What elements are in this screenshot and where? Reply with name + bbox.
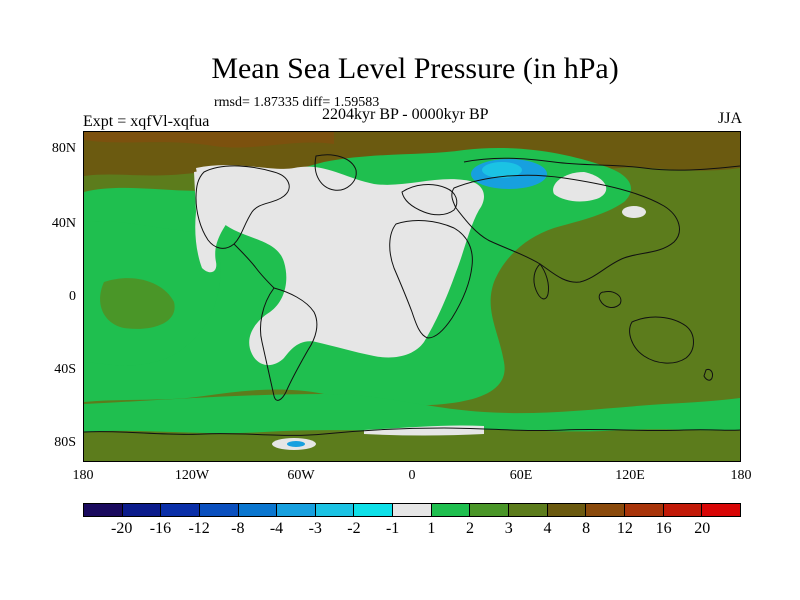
pressure-map-canvas [84,132,740,461]
field-grey-north-america [194,171,237,273]
field-grey-americas-africa [196,165,484,366]
colorbar-swatch-6 [315,504,355,516]
lon-label-180e: 180 [730,468,752,483]
colorbar-swatch-13 [586,504,625,516]
lon-label-180w: 180 [72,468,94,483]
colorbar-label: -3 [308,520,322,537]
period-label: 2204kyr BP - 0000kyr BP [322,106,489,123]
colorbar-swatch-10 [470,504,510,516]
colorbar [83,503,741,517]
pressure-map [83,131,741,462]
colorbar-label: -16 [149,520,172,537]
colorbar-swatch-5 [277,504,316,516]
lon-label-60e: 60E [509,468,533,483]
field-antarctic-olive [84,429,740,461]
colorbar-label: 1 [427,520,436,537]
lon-label-0: 0 [408,468,416,483]
colorbar-label: 16 [655,520,672,537]
field-grey-patch-east [622,206,646,218]
lat-label-0: 0 [69,289,76,304]
colorbar-swatch-0 [84,504,123,516]
lon-label-60w: 60W [287,468,315,483]
colorbar-swatch-15 [663,504,703,516]
field-pacific-olive [100,278,175,329]
colorbar-label: 12 [616,520,633,537]
colorbar-swatch-16 [702,504,740,516]
colorbar-label: -12 [188,520,210,537]
colorbar-label: 4 [543,520,552,537]
field-blue-low-core [482,162,522,178]
season-label: JJA [717,110,742,127]
colorbar-swatch-14 [624,504,664,516]
experiment-label: Expt = xqfVl-xqfua [83,113,210,130]
colorbar-label: 3 [504,520,513,537]
colorbar-swatch-8 [393,504,432,516]
colorbar-label: 20 [694,520,711,537]
colorbar-label: -4 [269,520,284,537]
field-southern-green [84,394,740,438]
lat-label-80s: 80S [54,435,76,450]
colorbar-label: -20 [111,520,133,537]
stats-label: rmsd= 1.87335 diff= 1.59583 [214,95,380,110]
colorbar-swatch-7 [354,504,394,516]
colorbar-label: -8 [231,520,245,537]
field-grey-scandinavia [553,172,607,202]
field-antarctic-blue [287,441,305,447]
colorbar-swatch-12 [547,504,587,516]
colorbar-label: 2 [466,520,475,537]
colorbar-swatch-4 [238,504,278,516]
map-title: Mean Sea Level Pressure (in hPa) [211,52,619,85]
lat-label-40s: 40S [54,362,76,377]
lat-label-80n: 80N [51,141,76,156]
colorbar-swatch-3 [199,504,239,516]
lat-label-40n: 40N [51,216,76,231]
colorbar-label: -2 [347,520,361,537]
field-arctic-peak [84,132,334,148]
colorbar-swatch-11 [509,504,548,516]
colorbar-swatch-1 [122,504,162,516]
colorbar-swatch-2 [161,504,200,516]
lon-label-120w: 120W [174,468,210,483]
lon-label-120e: 120E [615,468,645,483]
colorbar-label: 8 [582,520,591,537]
colorbar-label: -1 [385,520,400,537]
coastlines [84,154,740,436]
colorbar-swatch-9 [431,504,471,516]
